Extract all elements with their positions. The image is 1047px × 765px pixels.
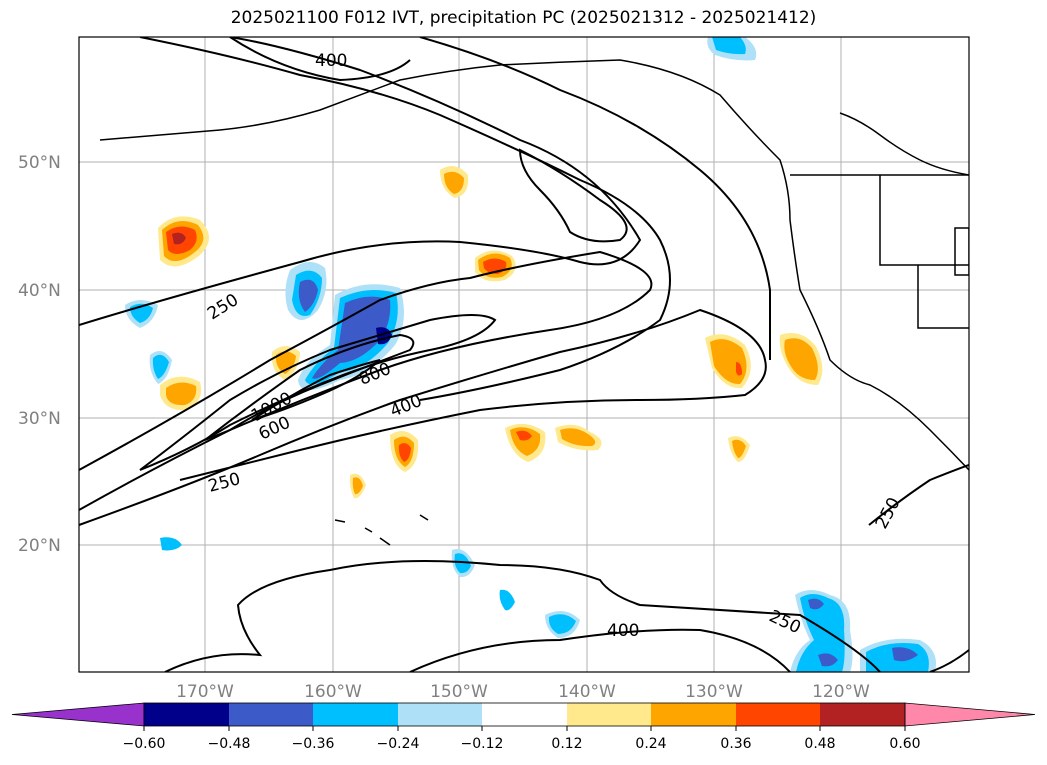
precip-blob xyxy=(732,439,746,458)
colorbar-segment xyxy=(11,702,145,727)
map-plot-area: 400 250 1000 600 800 400 250 250 400 250 xyxy=(78,36,970,673)
precip-blob xyxy=(275,351,296,374)
precip-blob xyxy=(172,232,186,245)
precip-blobs xyxy=(125,37,936,672)
lon-label: 120°W xyxy=(812,682,870,702)
precip-blob xyxy=(736,362,742,376)
colorbar-segment xyxy=(820,703,905,726)
lon-label: 130°W xyxy=(685,682,743,702)
colorbar-tick-label: 0.12 xyxy=(551,736,582,752)
colorbar-segment xyxy=(567,703,651,726)
precip-blob xyxy=(712,37,746,55)
latitude-labels: 50°N 40°N 30°N 20°N xyxy=(18,153,61,556)
precip-blob xyxy=(160,537,182,551)
precip-blob xyxy=(312,296,391,379)
precip-blob xyxy=(516,430,532,441)
colorbar-segment xyxy=(736,703,820,726)
colorbar-segment xyxy=(398,703,482,726)
ivt-contours xyxy=(79,37,969,672)
longitude-labels: 170°W 160°W 150°W 140°W 130°W 120°W xyxy=(176,682,870,702)
lon-label: 140°W xyxy=(558,682,616,702)
colorbar-tick-label: −0.12 xyxy=(461,736,504,752)
contour-label: 400 xyxy=(315,51,347,71)
precip-blob xyxy=(152,354,169,379)
colorbar-tick-label: 0.48 xyxy=(804,736,835,752)
precip-blob xyxy=(166,382,197,406)
map-title: 2025021100 F012 IVT, precipitation PC (2… xyxy=(230,8,817,28)
precip-blob xyxy=(444,171,464,194)
colorbar-segment xyxy=(229,703,313,726)
precip-blob xyxy=(808,598,824,610)
colorbar-tick-label: −0.24 xyxy=(377,736,420,752)
precip-blob xyxy=(454,553,471,574)
precip-blob xyxy=(560,428,596,447)
coastlines xyxy=(99,59,969,546)
colorbar-tick-label: −0.36 xyxy=(292,736,335,752)
colorbar-segment xyxy=(144,703,229,726)
colorbar: −0.60 −0.48 −0.36 −0.24 −0.12 0.12 0.24 … xyxy=(11,702,1036,752)
lat-label: 20°N xyxy=(18,536,61,556)
precip-blob xyxy=(548,614,576,634)
precip-blob xyxy=(352,477,363,495)
colorbar-segment xyxy=(904,702,1036,727)
lat-label: 30°N xyxy=(18,409,61,429)
colorbar-tick-label: 0.24 xyxy=(635,736,666,752)
colorbar-tick-label: −0.60 xyxy=(123,736,166,752)
colorbar-segment xyxy=(482,703,567,726)
precip-blob xyxy=(818,653,838,667)
precip-blob xyxy=(796,594,845,672)
contour-label: 400 xyxy=(607,621,639,641)
precip-blob xyxy=(784,338,818,380)
lat-label: 50°N xyxy=(18,153,61,173)
lat-label: 40°N xyxy=(18,281,61,301)
colorbar-tick-label: −0.48 xyxy=(208,736,251,752)
precip-blob xyxy=(298,279,318,312)
colorbar-segment xyxy=(651,703,736,726)
colorbar-tick-label: 0.60 xyxy=(889,736,920,752)
colorbar-tick-label: 0.36 xyxy=(720,736,751,752)
colorbar-segment xyxy=(313,703,398,726)
precip-blob xyxy=(398,443,411,462)
lon-label: 160°W xyxy=(304,682,362,702)
lon-label: 150°W xyxy=(430,682,488,702)
precip-blob xyxy=(892,647,918,662)
precip-blob xyxy=(499,589,515,611)
lon-label: 170°W xyxy=(176,682,234,702)
